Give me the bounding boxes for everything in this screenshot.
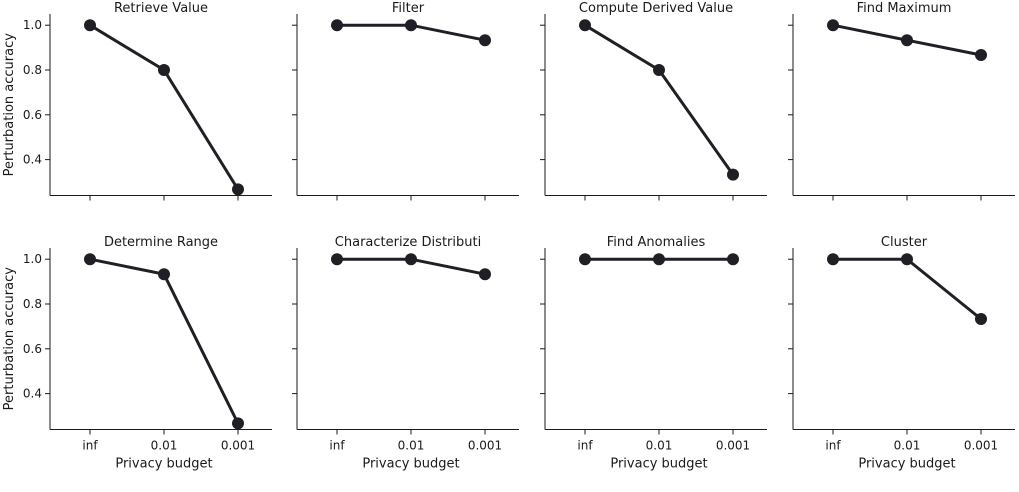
panel-title: Characterize Distributi (335, 235, 481, 250)
x-tick-label: 0.01 (398, 438, 425, 452)
data-point (827, 253, 839, 266)
data-point (975, 48, 987, 61)
y-tick-label: 1.0 (23, 18, 42, 32)
data-point (84, 19, 96, 32)
y-axis-label: Perturbation accuracy (2, 33, 17, 177)
data-point (579, 253, 591, 266)
facet-panel-2: Filter (292, 1, 519, 201)
x-axis-label: Privacy budget (610, 456, 707, 471)
series-line (89, 257, 240, 425)
x-tick-label: 0.001 (221, 438, 255, 452)
data-point (331, 253, 343, 266)
x-tick-label: inf (577, 438, 593, 452)
x-tick-label: 0.001 (964, 438, 998, 452)
x-axis-label: Privacy budget (115, 456, 212, 471)
y-tick-label: 0.6 (23, 342, 42, 356)
facet-panel-7: Find Anomalies inf 0.01 0.001 Privacy budget (540, 235, 767, 471)
series-line (89, 23, 240, 191)
data-point (479, 268, 491, 281)
data-point (405, 19, 417, 32)
data-point (653, 64, 665, 76)
x-tick-label: inf (329, 438, 345, 452)
panel-title: Cluster (881, 235, 928, 250)
data-point (727, 253, 739, 266)
data-point (653, 253, 665, 266)
panel-title: Filter (392, 1, 425, 16)
y-tick-label: 0.8 (23, 63, 42, 77)
facet-panel-6: Characterize Distributi inf 0.01 0.001 Priva… (292, 235, 519, 471)
data-point (579, 19, 591, 32)
x-tick-label: inf (82, 438, 98, 452)
x-tick-label: 0.001 (468, 438, 502, 452)
y-tick-label: 0.4 (23, 153, 42, 167)
data-point (405, 253, 417, 266)
data-point (84, 253, 96, 266)
y-tick-label: 0.6 (23, 108, 42, 122)
facet-panel-5: Determine Range 1.0 0.8 0.6 0.4 inf 0.01 0.001 P… (2, 235, 272, 471)
data-point (975, 313, 987, 326)
data-point (158, 268, 170, 281)
panel-title: Find Maximum (857, 1, 952, 16)
x-tick-label: 0.01 (646, 438, 673, 452)
data-point (479, 34, 491, 47)
x-tick-label: 0.01 (894, 438, 921, 452)
y-axis-label: Perturbation accuracy (2, 267, 17, 411)
x-tick-label: 0.001 (716, 438, 750, 452)
data-point (727, 168, 739, 181)
facet-panel-1: Retrieve Value 1.0 0.8 0.6 0.4 Perturbation a… (2, 1, 272, 201)
series-line (584, 23, 735, 176)
x-tick-label: inf (825, 438, 841, 452)
panel-title: Determine Range (104, 235, 218, 250)
data-point (232, 417, 244, 430)
y-tick-label: 0.8 (23, 297, 42, 311)
facet-panel-4: Find Maximum (788, 1, 1015, 201)
facet-panel-3: Compute Derived Value (540, 1, 767, 201)
data-point (901, 253, 913, 266)
x-axis-label: Privacy budget (858, 456, 955, 471)
panel-title: Compute Derived Value (579, 1, 733, 16)
y-tick-label: 1.0 (23, 252, 42, 266)
panel-title: Find Anomalies (607, 235, 706, 250)
data-point (158, 64, 170, 76)
x-tick-label: 0.01 (151, 438, 178, 452)
facet-panel-8: Cluster inf 0.01 0.001 Privacy budget (788, 235, 1015, 471)
x-axis-label: Privacy budget (362, 456, 459, 471)
y-tick-label: 0.4 (23, 387, 42, 401)
series-line (833, 257, 982, 321)
data-point (331, 19, 343, 32)
panel-title: Retrieve Value (114, 1, 208, 16)
data-point (901, 34, 913, 47)
data-point (232, 183, 244, 196)
data-point (827, 19, 839, 32)
